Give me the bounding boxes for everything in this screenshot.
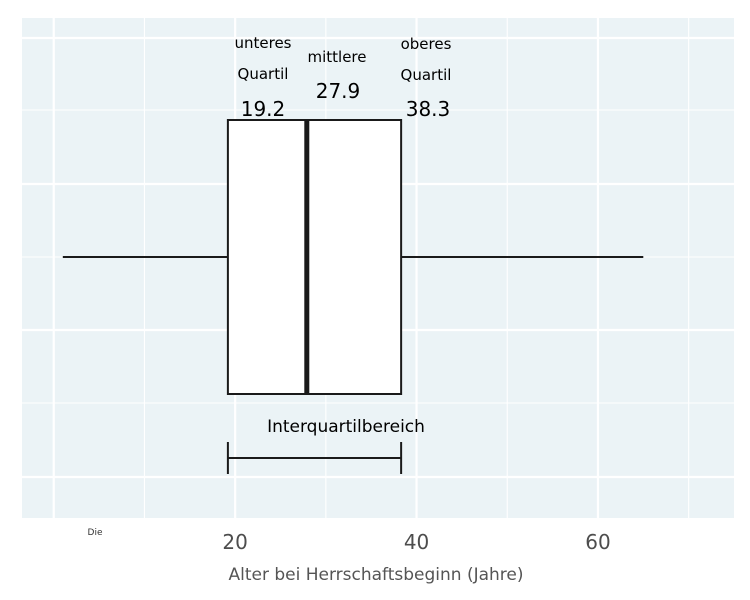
x-tick-labels: 20 40 60 <box>222 530 610 554</box>
upper-quartile-label-line1: oberes <box>401 35 452 53</box>
x-axis-title: Alter bei Herrschaftsbeginn (Jahre) <box>228 565 523 585</box>
lower-quartile-value: 19.2 <box>241 97 286 121</box>
x-tick-label: 60 <box>585 530 610 554</box>
iqr-label: Interquartilbereich <box>267 417 425 437</box>
lower-quartile-label-line1: unteres <box>234 34 291 52</box>
x-tick-label: 40 <box>404 530 429 554</box>
x-tick-label: 20 <box>222 530 247 554</box>
median-label: mittlere <box>307 48 366 66</box>
upper-quartile-value: 38.3 <box>406 97 451 121</box>
lower-quartile-label-line2: Quartil <box>238 65 289 83</box>
median-value: 27.9 <box>316 79 361 103</box>
corner-note: Die <box>88 528 103 538</box>
boxplot-marks <box>62 119 644 474</box>
iqr-box <box>226 119 403 395</box>
upper-quartile-label-line2: Quartil <box>401 66 452 84</box>
